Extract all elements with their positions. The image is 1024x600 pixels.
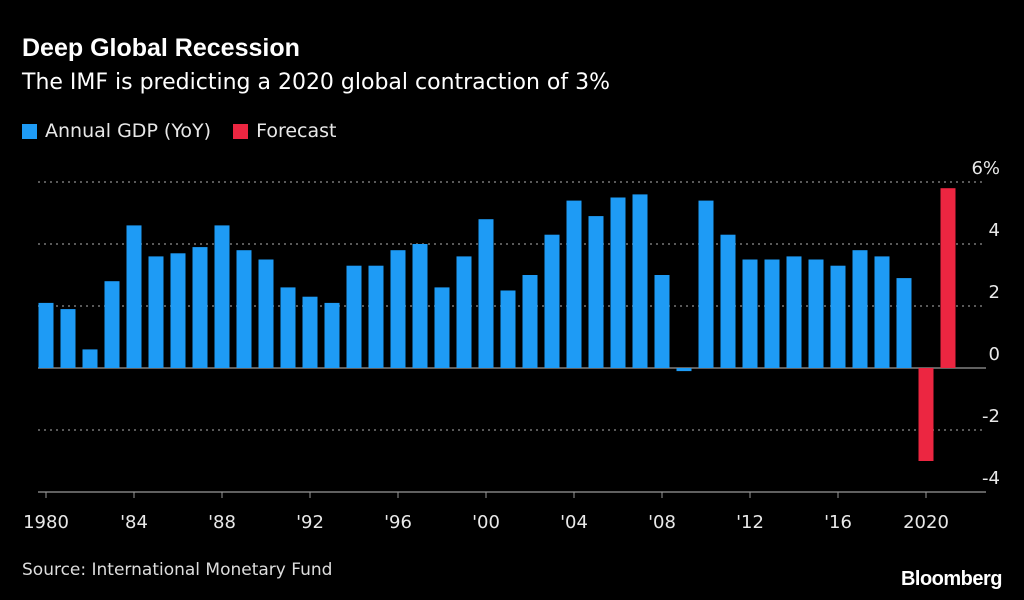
chart-title: Deep Global Recession	[22, 34, 300, 62]
gdp-bar	[346, 265, 362, 368]
gdp-bar	[214, 225, 230, 368]
x-tick-label: '12	[736, 512, 764, 533]
x-tick-label: '00	[472, 512, 500, 533]
gdp-bar	[170, 253, 186, 368]
x-tick-label: '84	[120, 512, 148, 533]
gdp-bar	[280, 287, 296, 368]
gdp-bar	[742, 259, 758, 368]
x-tick-label: '04	[560, 512, 588, 533]
gdp-bar	[676, 368, 692, 372]
gdp-bar	[698, 200, 714, 368]
gdp-bar	[192, 247, 208, 368]
gdp-bar	[236, 250, 252, 368]
gdp-bar	[896, 278, 912, 368]
x-tick-label: 1980	[23, 512, 69, 533]
gdp-bar	[390, 250, 406, 368]
legend-swatch-gdp	[22, 123, 37, 139]
legend-label-forecast: Forecast	[256, 120, 337, 142]
gdp-bar	[808, 259, 824, 368]
gdp-bar	[654, 275, 670, 368]
y-tick-label: 0	[989, 344, 1000, 365]
gdp-bar	[104, 281, 120, 368]
gdp-bar	[302, 296, 318, 368]
gdp-bar	[874, 256, 890, 368]
chart-subtitle: The IMF is predicting a 2020 global cont…	[22, 70, 610, 95]
forecast-bar	[918, 368, 934, 461]
gdp-bar	[478, 219, 494, 368]
x-tick-label: '96	[384, 512, 412, 533]
gdp-bar	[610, 197, 626, 368]
gdp-bar	[38, 302, 54, 368]
y-tick-label: -2	[982, 406, 1000, 427]
y-tick-label: -4	[982, 468, 1000, 489]
x-tick-label: '92	[296, 512, 324, 533]
legend-swatch-forecast	[233, 123, 249, 139]
x-tick-label: '88	[208, 512, 236, 533]
gdp-bar	[412, 244, 428, 368]
gdp-bar	[786, 256, 802, 368]
legend-label-gdp: Annual GDP (YoY)	[45, 120, 212, 142]
gdp-bar	[522, 275, 538, 368]
gdp-bar	[126, 225, 142, 368]
gdp-bar	[60, 309, 76, 368]
bloomberg-logo: Bloomberg	[900, 568, 1003, 590]
y-tick-label: 2	[989, 282, 1000, 303]
gdp-bar	[830, 265, 846, 368]
gdp-bar	[148, 256, 164, 368]
x-tick-label: 2020	[903, 512, 949, 533]
gdp-bar	[324, 302, 340, 368]
source-note: Source: International Monetary Fund	[22, 560, 333, 580]
gdp-bar	[566, 200, 582, 368]
gdp-bar	[500, 290, 516, 368]
y-tick-label: 4	[989, 220, 1000, 241]
gdp-bar	[720, 234, 736, 368]
gdp-bar	[544, 234, 560, 368]
gdp-bar	[82, 349, 98, 368]
gdp-bar	[764, 259, 780, 368]
gdp-bar	[434, 287, 450, 368]
x-tick-label: '16	[824, 512, 852, 533]
x-tick-label: '08	[648, 512, 676, 533]
gdp-bar	[588, 216, 604, 368]
gdp-bar	[258, 259, 274, 368]
gdp-bar	[456, 256, 472, 368]
forecast-bar	[940, 188, 956, 368]
gdp-bar	[368, 265, 384, 368]
legend: Annual GDP (YoY) Forecast	[22, 120, 336, 142]
gdp-bar	[632, 194, 648, 368]
y-tick-label: 6%	[971, 158, 1000, 179]
gdp-bar	[852, 250, 868, 368]
